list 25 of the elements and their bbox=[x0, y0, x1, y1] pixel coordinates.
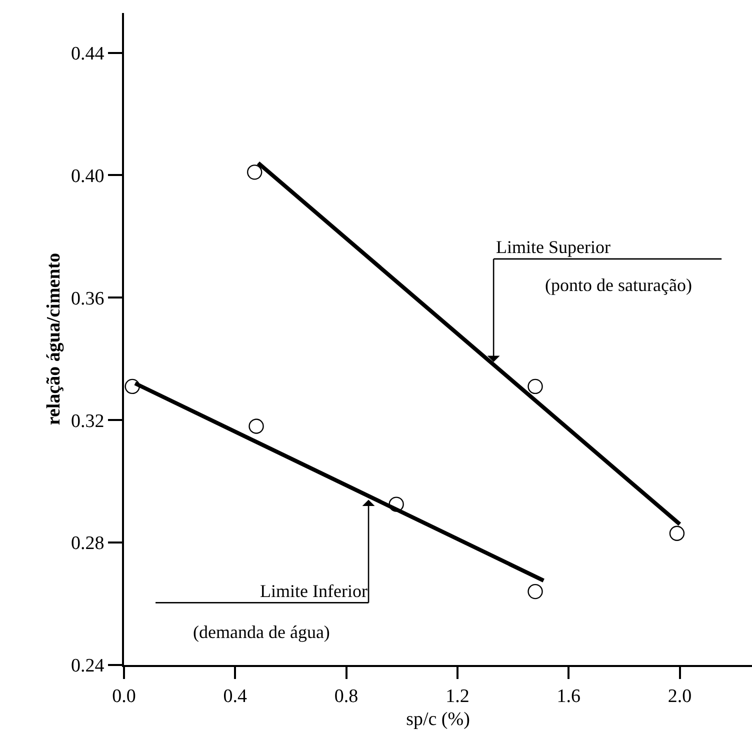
x-tick-label: 0.4 bbox=[223, 686, 248, 707]
x-tick-label: 2.0 bbox=[668, 686, 692, 707]
annotation: (demanda de água) bbox=[193, 622, 330, 642]
annotation: Limite Superior bbox=[496, 237, 610, 257]
y-axis-title: relação água/cimento bbox=[43, 252, 64, 426]
point bbox=[248, 418, 264, 434]
x-tick-label: 1.2 bbox=[446, 686, 470, 707]
annotation: (ponto de saturação) bbox=[545, 275, 692, 295]
point bbox=[528, 584, 543, 600]
y-tick-label: 0.28 bbox=[70, 533, 104, 554]
y-tick-label: 0.40 bbox=[70, 166, 104, 187]
y-tick-label: 0.44 bbox=[70, 43, 105, 64]
x-tick-label: 1.6 bbox=[556, 686, 580, 707]
x-tick-label: 0.8 bbox=[334, 686, 358, 707]
point bbox=[124, 378, 140, 394]
y-tick-label: 0.32 bbox=[70, 410, 104, 432]
x-tick-label: 0.0 bbox=[112, 686, 136, 707]
point bbox=[247, 164, 262, 180]
y-tick-label: 0.36 bbox=[70, 288, 104, 310]
point bbox=[669, 526, 685, 541]
y-tick-label: 0.24 bbox=[70, 656, 105, 677]
x-axis-title: sp/c (%) bbox=[406, 709, 470, 730]
point bbox=[388, 496, 404, 512]
annotation: Limite Inferior bbox=[260, 581, 368, 601]
point bbox=[528, 378, 543, 394]
